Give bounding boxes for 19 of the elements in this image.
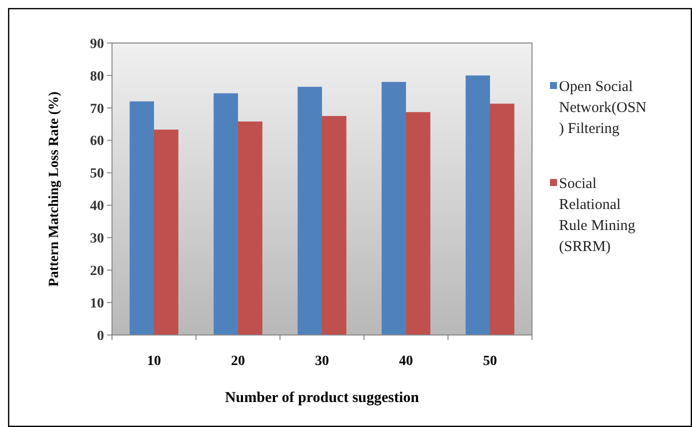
x-axis-title: Number of product suggestion [224,390,420,406]
y-tick-label: 0 [97,328,104,344]
x-tick-label: 30 [315,354,329,369]
x-tick-label: 20 [231,354,245,369]
x-tick-label: 10 [147,354,161,369]
y-tick-label: 30 [90,232,104,247]
y-axis-title: Pattern Matching Loss Rate (%) [47,91,62,287]
y-tick-label: 20 [90,264,104,280]
y-tick-label: 80 [90,69,104,84]
x-tick-label: 40 [399,354,413,369]
y-tick-label: 40 [90,199,104,214]
y-tick-label: 60 [90,134,104,150]
legend-label: Open Social Network(OSN ) Filtering [559,79,647,137]
y-tick-label: 90 [90,36,104,52]
legend-label: Social Relational Rule Mining (SRRM) [559,176,636,255]
x-tick-label: 50 [483,354,497,369]
y-tick-label: 10 [90,296,104,312]
y-tick-label: 50 [90,166,104,182]
y-tick-label: 70 [90,102,104,117]
